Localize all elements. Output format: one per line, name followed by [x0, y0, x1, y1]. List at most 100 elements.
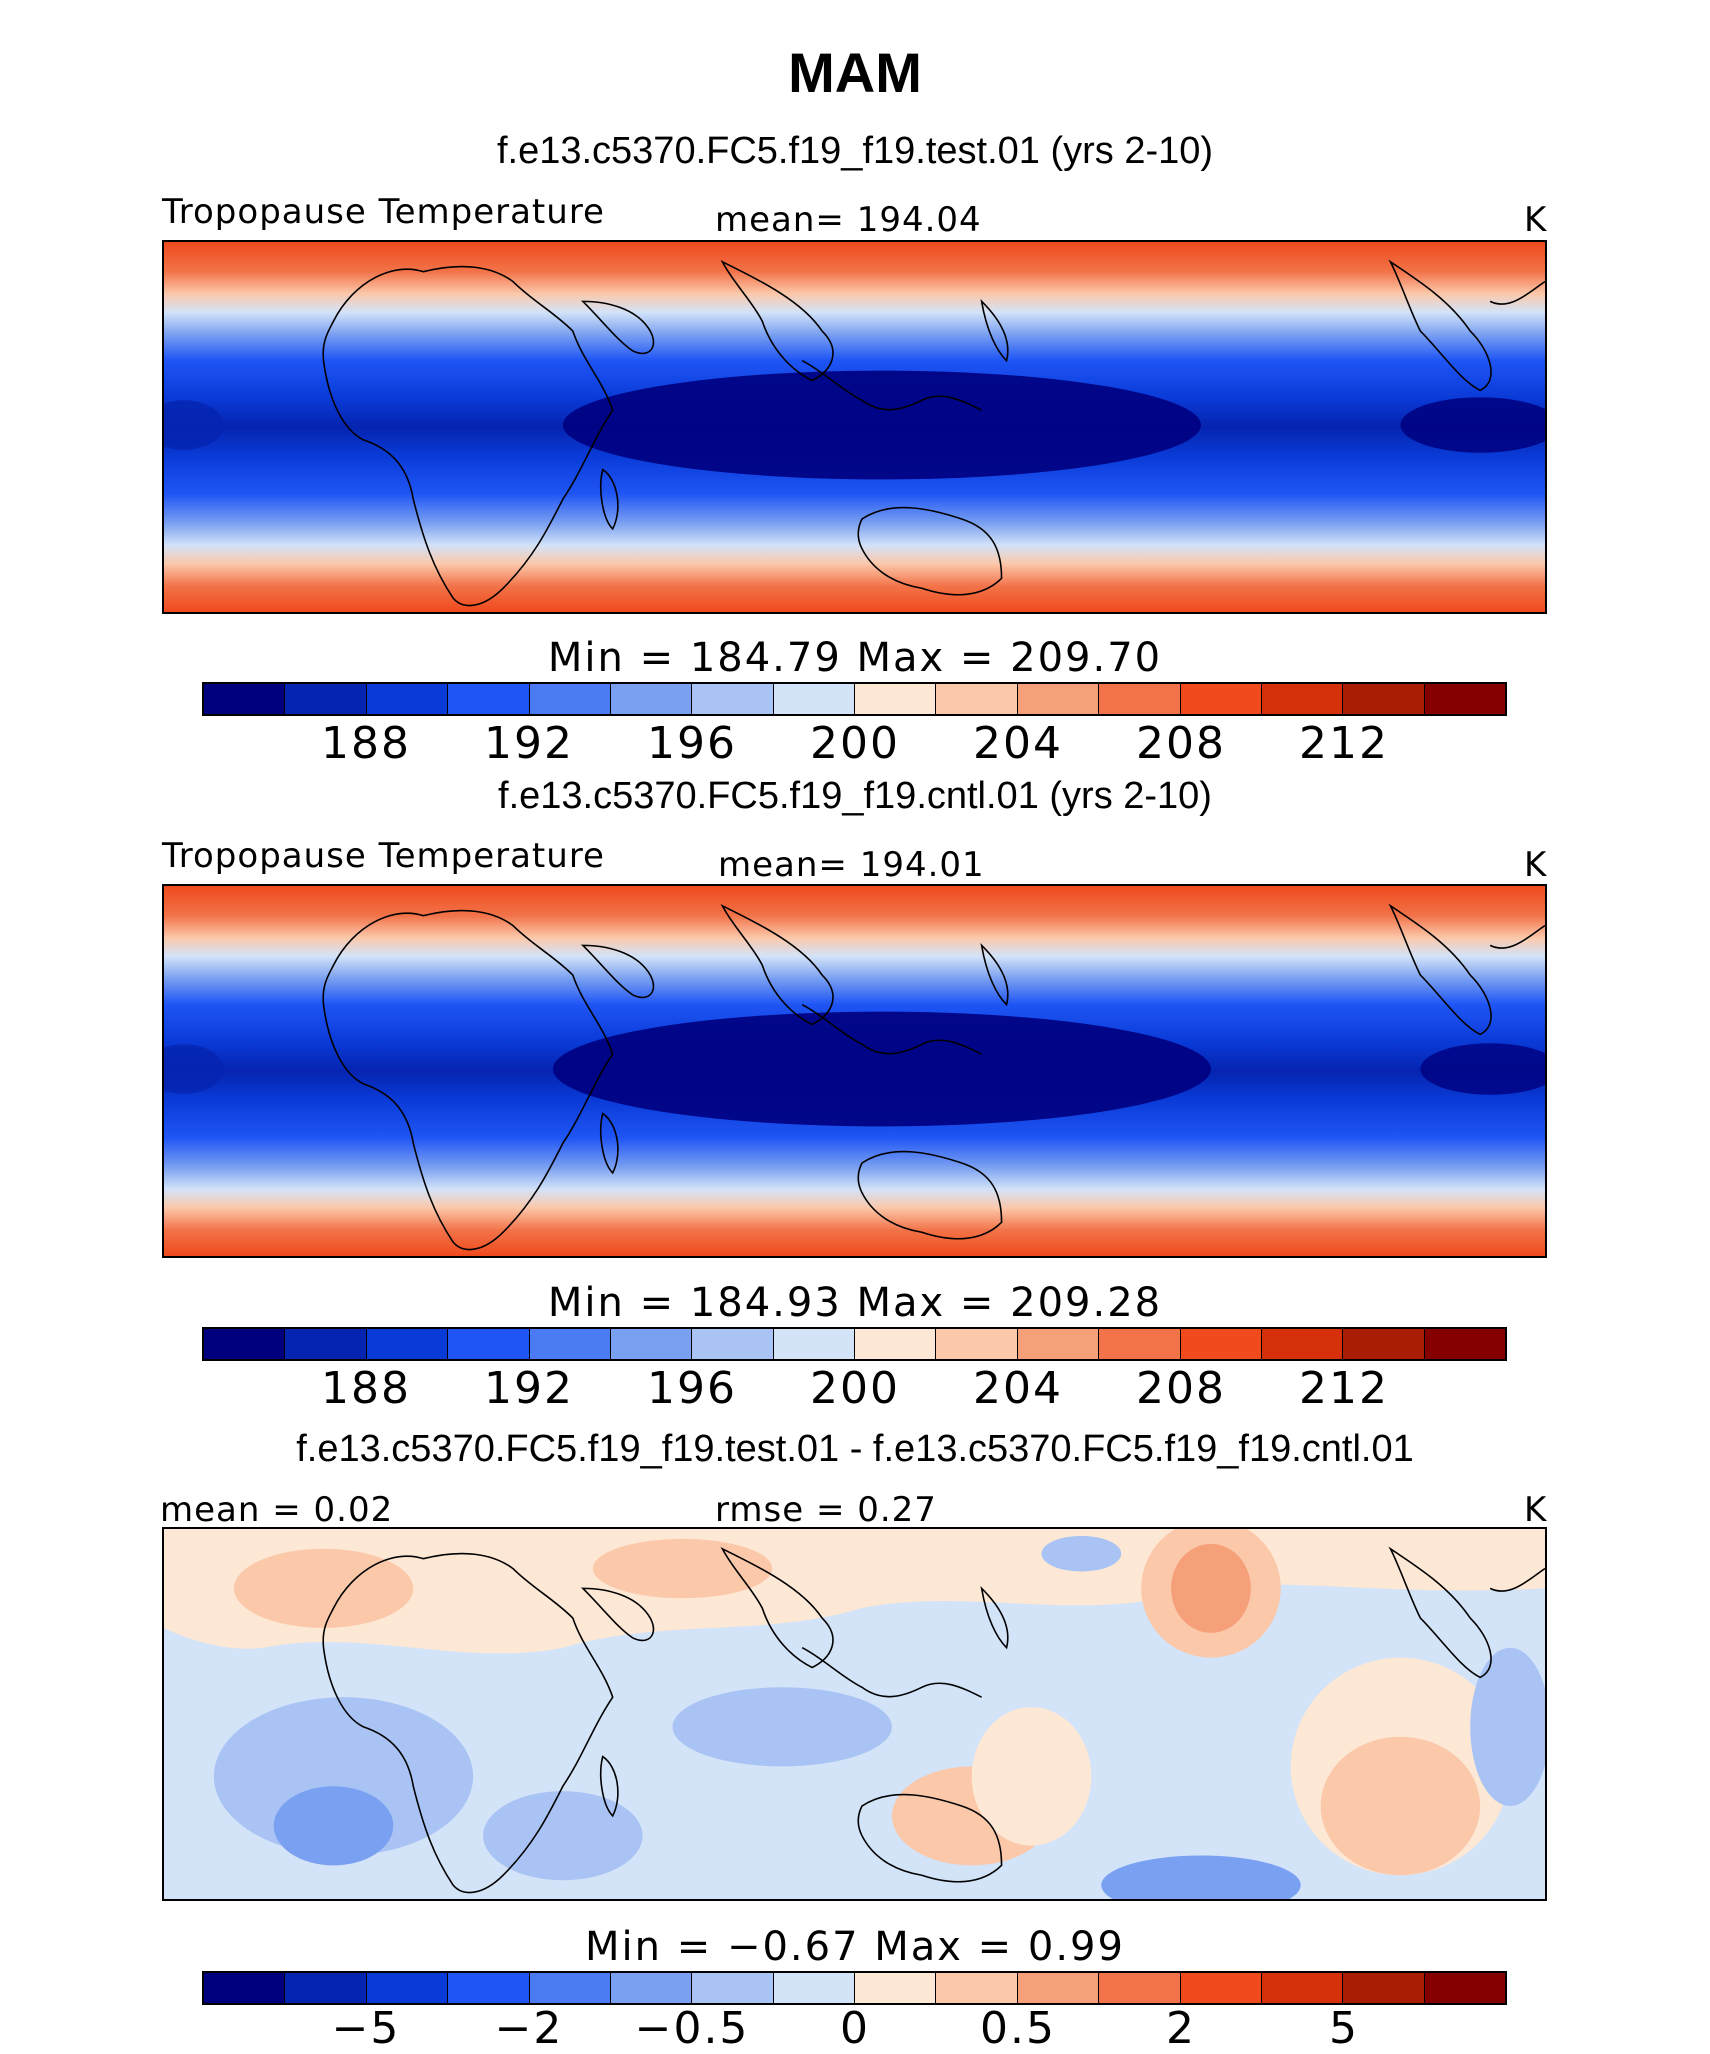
- figure-title: MAM: [788, 41, 922, 104]
- panel-2-tick: 208: [1136, 1363, 1226, 1414]
- colorbar-swatch: [1180, 1973, 1262, 2003]
- colorbar-swatch: [1261, 1973, 1344, 2003]
- panel-3-rmse-label: rmse = 0.27: [715, 1490, 937, 1530]
- colorbar-swatch: [366, 1329, 449, 1359]
- panel-2-colorbar: [202, 1327, 1507, 1361]
- colorbar-swatch: [1343, 1329, 1425, 1359]
- panel-3-negative-anomaly: [672, 1687, 892, 1767]
- panel-2-variable-label: Tropopause Temperature: [162, 836, 605, 876]
- panel-3-positive-anomaly: [971, 1707, 1092, 1846]
- panel-3-min-max: Min = −0.67 Max = 0.99: [585, 1924, 1125, 1970]
- panel-2-units-label: K: [1524, 845, 1548, 885]
- colorbar-swatch: [529, 684, 611, 714]
- colorbar-swatch: [366, 1973, 449, 2003]
- panel-2-tick: 212: [1299, 1363, 1389, 1414]
- panel-3-map: [162, 1527, 1547, 1901]
- panel-3-negative-anomaly: [483, 1791, 643, 1881]
- panel-1-map: [162, 240, 1547, 614]
- panel-3-tick: −0.5: [634, 2003, 750, 2054]
- colorbar-swatch: [1180, 1329, 1262, 1359]
- colorbar-swatch: [1180, 684, 1262, 714]
- panel-3-negative-anomaly: [1101, 1855, 1301, 1899]
- panel-1-mean-label: mean= 194.04: [715, 200, 982, 240]
- colorbar-swatch: [529, 1329, 611, 1359]
- panel-3-positive-anomaly: [592, 1538, 773, 1599]
- panel-1-cold-core-east: [1400, 397, 1545, 453]
- colorbar-swatch: [610, 1973, 693, 2003]
- colorbar-swatch: [692, 684, 774, 714]
- panel-3-negative-anomaly: [273, 1786, 394, 1866]
- colorbar-swatch: [936, 1329, 1018, 1359]
- panel-3-tick: 0: [840, 2003, 870, 2054]
- colorbar-swatch: [1261, 1329, 1344, 1359]
- colorbar-swatch: [1017, 1329, 1100, 1359]
- panel-1-colorbar: [202, 682, 1507, 716]
- colorbar-swatch: [1017, 1973, 1100, 2003]
- panel-3-positive-anomaly: [1320, 1736, 1481, 1876]
- panel-1-tick: 196: [647, 718, 737, 769]
- colorbar-swatch: [204, 1973, 286, 2003]
- colorbar-swatch: [692, 1329, 774, 1359]
- panel-3-positive-anomaly: [1171, 1543, 1251, 1633]
- panel-3-negative-anomaly: [1470, 1647, 1545, 1806]
- colorbar-swatch: [1017, 684, 1100, 714]
- panel-2-cold-core-west: [164, 1044, 224, 1094]
- panel-1-tick: 200: [810, 718, 900, 769]
- panel-2-cold-core: [552, 1011, 1211, 1127]
- panel-2-tick: 192: [484, 1363, 574, 1414]
- panel-3-negative-anomaly: [1041, 1535, 1122, 1572]
- panel-2-tick: 196: [647, 1363, 737, 1414]
- colorbar-swatch: [285, 684, 367, 714]
- colorbar-swatch: [1099, 684, 1181, 714]
- colorbar-swatch: [448, 684, 530, 714]
- panel-3-case-title: f.e13.c5370.FC5.f19_f19.test.01 - f.e13.…: [296, 1428, 1414, 1470]
- panel-3-colorbar: [202, 1971, 1507, 2005]
- colorbar-swatch: [448, 1973, 530, 2003]
- panel-2-case-title: f.e13.c5370.FC5.f19_f19.cntl.01 (yrs 2-1…: [498, 775, 1212, 817]
- colorbar-swatch: [285, 1973, 367, 2003]
- colorbar-swatch: [936, 684, 1018, 714]
- panel-3-positive-anomaly: [233, 1548, 414, 1628]
- panel-1-tick: 204: [973, 718, 1063, 769]
- colorbar-swatch: [855, 1329, 937, 1359]
- colorbar-swatch: [610, 684, 693, 714]
- panel-1-cold-core: [562, 370, 1201, 480]
- panel-3-tick: 2: [1166, 2003, 1196, 2054]
- panel-2-mean-label: mean= 194.01: [718, 845, 985, 885]
- panel-1-variable-label: Tropopause Temperature: [162, 192, 605, 232]
- colorbar-swatch: [204, 1329, 286, 1359]
- colorbar-swatch: [448, 1329, 530, 1359]
- colorbar-swatch: [285, 1329, 367, 1359]
- panel-1-units-label: K: [1524, 200, 1548, 240]
- panel-1-min-max: Min = 184.79 Max = 209.70: [547, 635, 1163, 681]
- panel-2-tick: 188: [321, 1363, 411, 1414]
- panel-3-tick: 0.5: [980, 2003, 1056, 2054]
- colorbar-swatch: [204, 684, 286, 714]
- colorbar-swatch: [855, 684, 937, 714]
- panel-1-tick: 208: [1136, 718, 1226, 769]
- colorbar-swatch: [1424, 1329, 1505, 1359]
- panel-2-tick: 204: [973, 1363, 1063, 1414]
- colorbar-swatch: [1424, 684, 1505, 714]
- panel-2-map: [162, 884, 1547, 1258]
- colorbar-swatch: [529, 1973, 611, 2003]
- panel-2-min-max: Min = 184.93 Max = 209.28: [547, 1280, 1163, 1326]
- panel-1-cold-core-west: [164, 400, 224, 450]
- panel-3-tick: 5: [1329, 2003, 1359, 2054]
- panel-2-cold-core-east: [1420, 1043, 1545, 1095]
- colorbar-swatch: [1099, 1973, 1181, 2003]
- colorbar-swatch: [773, 1329, 855, 1359]
- panel-1-tick: 212: [1299, 718, 1389, 769]
- colorbar-swatch: [1343, 684, 1425, 714]
- panel-3-units-label: K: [1524, 1490, 1548, 1530]
- colorbar-swatch: [936, 1973, 1018, 2003]
- colorbar-swatch: [692, 1973, 774, 2003]
- panel-2-tick: 200: [810, 1363, 900, 1414]
- colorbar-swatch: [1343, 1973, 1425, 2003]
- panel-1-map-image: [164, 242, 1545, 612]
- panel-1-tick: 192: [484, 718, 574, 769]
- panel-3-map-image: [164, 1529, 1545, 1899]
- colorbar-swatch: [366, 684, 449, 714]
- colorbar-swatch: [610, 1329, 693, 1359]
- panel-3-mean-label: mean = 0.02: [160, 1490, 394, 1530]
